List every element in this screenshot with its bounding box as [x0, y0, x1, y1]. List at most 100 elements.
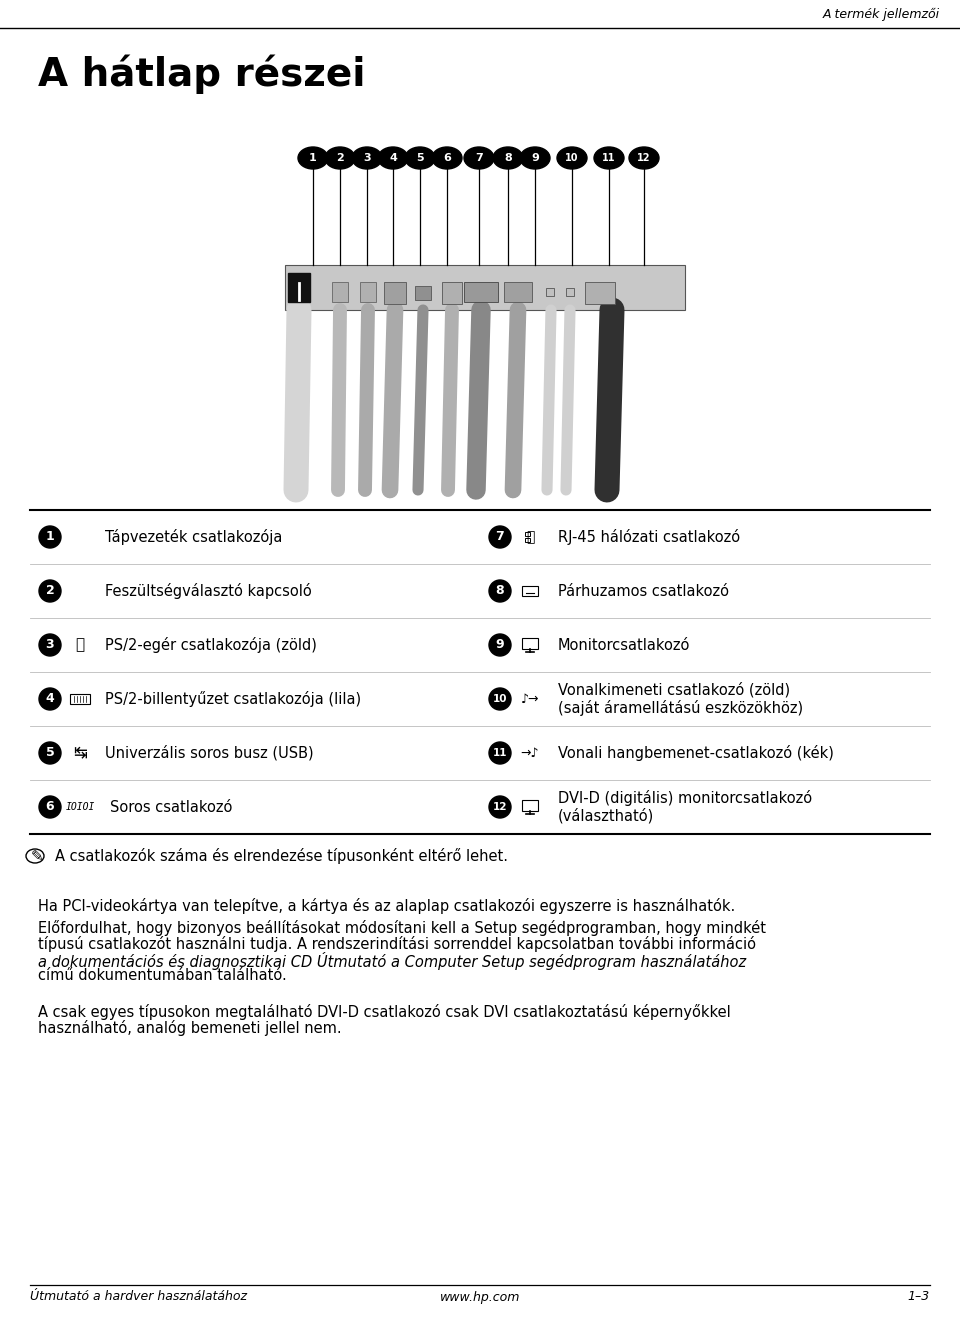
Text: 12: 12: [492, 802, 507, 813]
Text: 6: 6: [444, 153, 451, 163]
Ellipse shape: [432, 148, 462, 169]
Text: IOIOI: IOIOI: [65, 802, 95, 813]
Text: PS/2-billentyűzet csatlakozója (lila): PS/2-billentyűzet csatlakozója (lila): [105, 691, 361, 707]
Bar: [522, 586, 538, 597]
Text: 2: 2: [336, 153, 344, 163]
Text: www.hp.com: www.hp.com: [440, 1291, 520, 1304]
Ellipse shape: [352, 148, 382, 169]
Text: 10: 10: [492, 694, 507, 705]
Ellipse shape: [520, 148, 550, 169]
Text: 3: 3: [363, 153, 371, 163]
Text: A csak egyes típusokon megtalálható DVI-D csatlakozó csak DVI csatlakoztatású ké: A csak egyes típusokon megtalálható DVI-…: [38, 1004, 731, 1019]
Text: a dokumentációs és diagnosztikai CD Útmutató a Computer Setup segédprogram haszn: a dokumentációs és diagnosztikai CD Útmu…: [38, 952, 746, 971]
Bar: [442, 282, 462, 304]
Text: A hátlap részei: A hátlap részei: [38, 55, 366, 95]
Ellipse shape: [629, 148, 659, 169]
Circle shape: [489, 525, 511, 548]
Text: ␡: ␡: [76, 637, 84, 652]
Text: ↹: ↹: [73, 744, 87, 763]
Text: 4: 4: [389, 153, 396, 163]
Text: 蛟: 蛟: [526, 529, 534, 544]
Circle shape: [489, 579, 511, 602]
Ellipse shape: [325, 148, 355, 169]
Text: 6: 6: [46, 801, 55, 814]
Text: című dokumentumában található.: című dokumentumában található.: [38, 968, 287, 982]
Bar: [415, 286, 431, 300]
Text: 4: 4: [46, 693, 55, 706]
Bar: [566, 288, 574, 296]
Text: →♪: →♪: [520, 747, 540, 760]
Text: 7: 7: [475, 153, 483, 163]
Text: Ha PCI-videokártya van telepítve, a kártya és az alaplap csatlakozói egyszerre i: Ha PCI-videokártya van telepítve, a kárt…: [38, 898, 735, 914]
Text: 12: 12: [637, 153, 651, 163]
Bar: [464, 282, 498, 302]
Text: 10: 10: [565, 153, 579, 163]
Ellipse shape: [378, 148, 408, 169]
Text: Tápvezeték csatlakozója: Tápvezeték csatlakozója: [105, 529, 282, 545]
Text: használható, analóg bemeneti jellel nem.: használható, analóg bemeneti jellel nem.: [38, 1019, 342, 1036]
Text: RJ-45 hálózati csatlakozó: RJ-45 hálózati csatlakozó: [558, 529, 740, 545]
Circle shape: [489, 687, 511, 710]
Text: Vonalkimeneti csatlakozó (zöld): Vonalkimeneti csatlakozó (zöld): [558, 682, 790, 698]
Bar: [546, 288, 554, 296]
Text: (saját áramellátású eszközökhöz): (saját áramellátású eszközökhöz): [558, 701, 804, 716]
Text: 2: 2: [46, 585, 55, 598]
Text: 8: 8: [495, 585, 504, 598]
Text: Előfordulhat, hogy bizonyos beállításokat módosítani kell a Setup segédprogramba: Előfordulhat, hogy bizonyos beállításoka…: [38, 921, 766, 936]
Ellipse shape: [557, 148, 587, 169]
Circle shape: [39, 579, 61, 602]
Circle shape: [39, 741, 61, 764]
Bar: [285, 265, 685, 309]
Circle shape: [39, 795, 61, 818]
Circle shape: [489, 633, 511, 656]
Text: A termék jellemzői: A termék jellemzői: [823, 8, 940, 21]
Bar: [585, 282, 615, 304]
Bar: [525, 539, 530, 543]
Circle shape: [39, 525, 61, 548]
Text: Feszültségválasztó kapcsoló: Feszültségválasztó kapcsoló: [105, 583, 312, 599]
Ellipse shape: [464, 148, 494, 169]
Text: 1: 1: [46, 531, 55, 544]
Bar: [288, 273, 310, 302]
Bar: [384, 282, 406, 304]
Circle shape: [39, 633, 61, 656]
Bar: [522, 799, 538, 811]
Bar: [525, 532, 530, 536]
Circle shape: [489, 741, 511, 764]
Text: típusú csatlakozót használni tudja. A rendszerindítási sorrenddel kapcsolatban t: típusú csatlakozót használni tudja. A re…: [38, 936, 756, 952]
Text: Vonali hangbemenet-csatlakozó (kék): Vonali hangbemenet-csatlakozó (kék): [558, 745, 834, 761]
Text: Univerzális soros busz (USB): Univerzális soros busz (USB): [105, 745, 314, 761]
Circle shape: [489, 795, 511, 818]
Bar: [70, 694, 90, 705]
Ellipse shape: [594, 148, 624, 169]
Text: 1: 1: [309, 153, 317, 163]
Bar: [332, 282, 348, 302]
Text: 5: 5: [46, 747, 55, 760]
Bar: [360, 282, 376, 302]
Ellipse shape: [298, 148, 328, 169]
Text: ✎: ✎: [31, 849, 43, 864]
Text: 1–3: 1–3: [908, 1291, 930, 1304]
Text: 7: 7: [495, 531, 504, 544]
Text: Monitorcsatlakozó: Monitorcsatlakozó: [558, 637, 690, 652]
Text: A csatlakozók száma és elrendezése típusonként eltérő lehet.: A csatlakozók száma és elrendezése típus…: [55, 848, 508, 864]
Text: DVI-D (digitális) monitorcsatlakozó: DVI-D (digitális) monitorcsatlakozó: [558, 790, 812, 806]
Text: 9: 9: [495, 639, 504, 652]
Text: PS/2-egér csatlakozója (zöld): PS/2-egér csatlakozója (zöld): [105, 637, 317, 653]
Text: Útmutató a hardver használatához: Útmutató a hardver használatához: [30, 1291, 247, 1304]
Text: Párhuzamos csatlakozó: Párhuzamos csatlakozó: [558, 583, 729, 598]
Circle shape: [39, 687, 61, 710]
Ellipse shape: [493, 148, 523, 169]
Ellipse shape: [405, 148, 435, 169]
Text: 11: 11: [602, 153, 615, 163]
Text: 9: 9: [531, 153, 539, 163]
Text: (választható): (választható): [558, 809, 655, 823]
Bar: [504, 282, 532, 302]
Text: ♪→: ♪→: [520, 693, 540, 706]
Text: 3: 3: [46, 639, 55, 652]
Text: 11: 11: [492, 748, 507, 759]
Text: 5: 5: [417, 153, 423, 163]
Text: Soros csatlakozó: Soros csatlakozó: [110, 799, 232, 814]
Bar: [522, 637, 538, 649]
Text: 8: 8: [504, 153, 512, 163]
